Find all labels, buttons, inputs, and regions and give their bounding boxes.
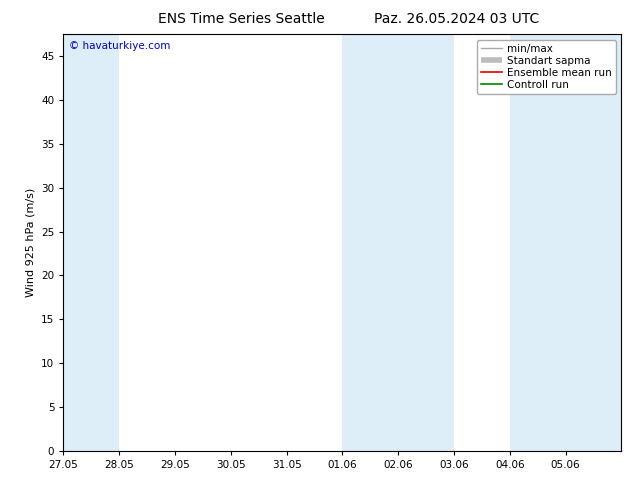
Bar	[342, 34, 454, 451]
Bar	[63, 34, 119, 451]
Bar	[510, 34, 621, 451]
Text: Paz. 26.05.2024 03 UTC: Paz. 26.05.2024 03 UTC	[374, 12, 539, 26]
Y-axis label: Wind 925 hPa (m/s): Wind 925 hPa (m/s)	[25, 188, 36, 297]
Text: ENS Time Series Seattle: ENS Time Series Seattle	[157, 12, 325, 26]
Legend: min/max, Standart sapma, Ensemble mean run, Controll run: min/max, Standart sapma, Ensemble mean r…	[477, 40, 616, 94]
Text: © havaturkiye.com: © havaturkiye.com	[69, 41, 171, 50]
